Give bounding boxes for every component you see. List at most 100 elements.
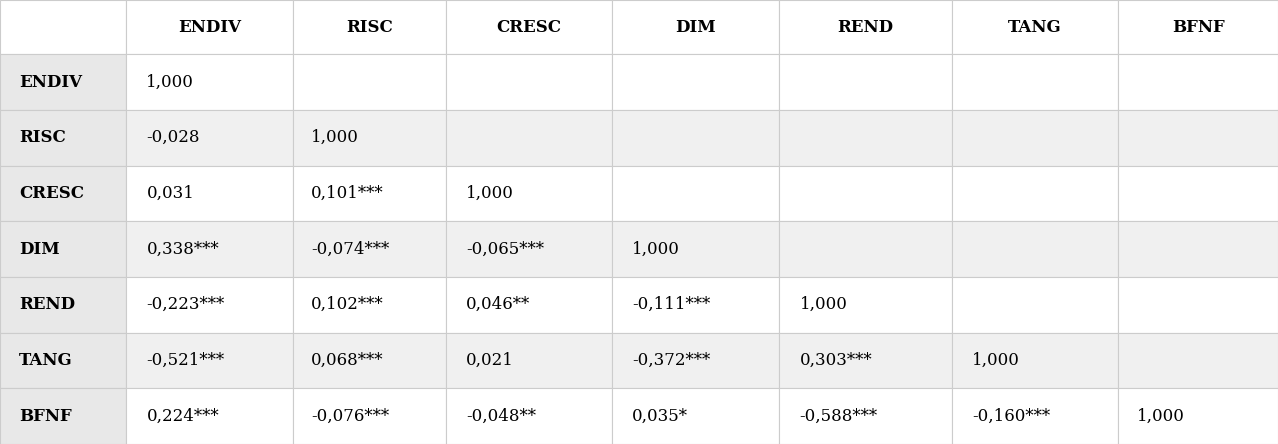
Text: BFNF: BFNF <box>19 408 72 424</box>
Bar <box>778 110 952 166</box>
Bar <box>952 277 1118 333</box>
Bar <box>446 54 612 110</box>
Bar <box>778 333 952 388</box>
Bar <box>952 166 1118 221</box>
Bar <box>778 277 952 333</box>
Bar <box>127 221 293 277</box>
Bar <box>952 0 1118 54</box>
Text: DIM: DIM <box>19 241 60 258</box>
Bar <box>127 333 293 388</box>
Bar <box>446 277 612 333</box>
Text: 0,303***: 0,303*** <box>800 352 872 369</box>
Text: 0,046**: 0,046** <box>466 296 530 313</box>
Bar <box>446 333 612 388</box>
Text: -0,048**: -0,048** <box>466 408 535 424</box>
Bar <box>293 54 446 110</box>
Bar <box>612 277 778 333</box>
Bar <box>293 0 446 54</box>
Bar <box>127 166 293 221</box>
Text: 1,000: 1,000 <box>1137 408 1185 424</box>
Text: 0,102***: 0,102*** <box>312 296 383 313</box>
Text: 1,000: 1,000 <box>312 129 359 146</box>
Text: RISC: RISC <box>346 19 392 36</box>
Bar <box>612 388 778 444</box>
Bar <box>293 221 446 277</box>
Bar <box>293 166 446 221</box>
Text: 0,021: 0,021 <box>466 352 514 369</box>
Bar <box>778 388 952 444</box>
Text: TANG: TANG <box>19 352 73 369</box>
Bar <box>0 0 127 54</box>
Text: -0,076***: -0,076*** <box>312 408 390 424</box>
Bar <box>446 166 612 221</box>
Text: 1,000: 1,000 <box>633 241 680 258</box>
Bar <box>446 0 612 54</box>
Text: 1,000: 1,000 <box>800 296 847 313</box>
Text: BFNF: BFNF <box>1172 19 1224 36</box>
Text: 1,000: 1,000 <box>147 74 194 91</box>
Text: ENDIV: ENDIV <box>19 74 82 91</box>
Text: -0,521***: -0,521*** <box>147 352 225 369</box>
Text: 1,000: 1,000 <box>466 185 514 202</box>
Bar <box>127 110 293 166</box>
Bar <box>1118 110 1278 166</box>
Bar <box>778 54 952 110</box>
Text: 1,000: 1,000 <box>971 352 1020 369</box>
Bar <box>293 277 446 333</box>
Bar <box>612 221 778 277</box>
Text: CRESC: CRESC <box>497 19 561 36</box>
Bar <box>0 333 127 388</box>
Bar <box>1118 166 1278 221</box>
Bar <box>1118 54 1278 110</box>
Bar <box>446 221 612 277</box>
Bar <box>952 388 1118 444</box>
Bar <box>952 221 1118 277</box>
Bar <box>778 0 952 54</box>
Bar <box>612 166 778 221</box>
Text: -0,111***: -0,111*** <box>633 296 711 313</box>
Bar <box>612 0 778 54</box>
Text: -0,028: -0,028 <box>147 129 199 146</box>
Bar <box>127 0 293 54</box>
Bar <box>0 110 127 166</box>
Text: DIM: DIM <box>675 19 716 36</box>
Bar <box>1118 0 1278 54</box>
Bar <box>293 110 446 166</box>
Text: -0,223***: -0,223*** <box>147 296 225 313</box>
Text: RISC: RISC <box>19 129 65 146</box>
Text: -0,588***: -0,588*** <box>800 408 878 424</box>
Bar <box>127 388 293 444</box>
Bar <box>127 277 293 333</box>
Bar <box>0 221 127 277</box>
Bar <box>1118 333 1278 388</box>
Bar <box>0 54 127 110</box>
Text: 0,035*: 0,035* <box>633 408 689 424</box>
Text: 0,031: 0,031 <box>147 185 194 202</box>
Bar <box>0 166 127 221</box>
Text: -0,372***: -0,372*** <box>633 352 711 369</box>
Text: 0,101***: 0,101*** <box>312 185 383 202</box>
Bar <box>0 388 127 444</box>
Bar <box>612 110 778 166</box>
Text: -0,160***: -0,160*** <box>971 408 1051 424</box>
Text: TANG: TANG <box>1008 19 1062 36</box>
Text: -0,065***: -0,065*** <box>466 241 544 258</box>
Bar <box>446 388 612 444</box>
Bar <box>952 54 1118 110</box>
Bar <box>127 54 293 110</box>
Bar <box>778 221 952 277</box>
Bar <box>446 110 612 166</box>
Text: CRESC: CRESC <box>19 185 84 202</box>
Text: 0,068***: 0,068*** <box>312 352 383 369</box>
Bar <box>293 333 446 388</box>
Bar <box>1118 388 1278 444</box>
Text: 0,224***: 0,224*** <box>147 408 219 424</box>
Bar <box>612 333 778 388</box>
Text: 0,338***: 0,338*** <box>147 241 219 258</box>
Text: -0,074***: -0,074*** <box>312 241 390 258</box>
Text: REND: REND <box>837 19 893 36</box>
Bar <box>778 166 952 221</box>
Text: ENDIV: ENDIV <box>178 19 242 36</box>
Bar <box>293 388 446 444</box>
Bar <box>952 333 1118 388</box>
